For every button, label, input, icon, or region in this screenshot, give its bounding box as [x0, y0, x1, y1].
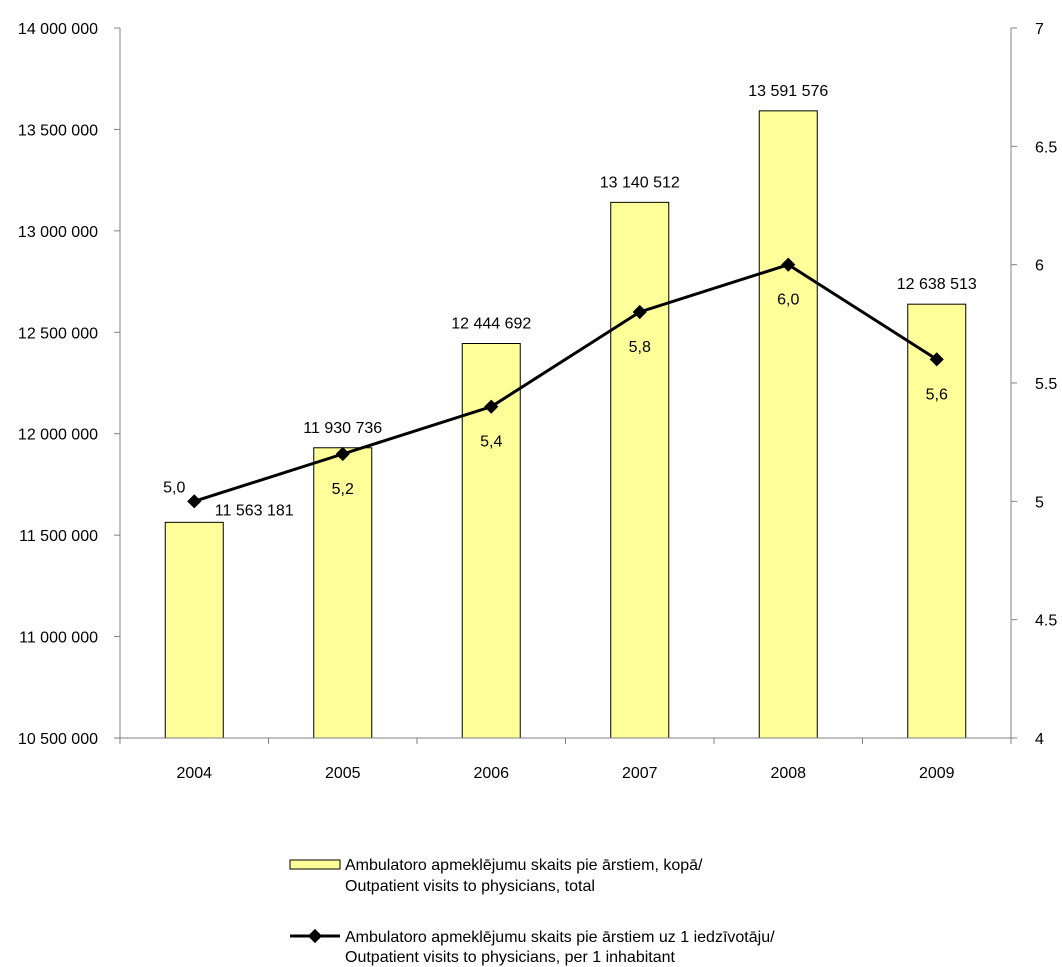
legend-label-line-line1: Ambulatoro apmeklējumu skaits pie ārstie… [345, 929, 775, 946]
bar-2009 [907, 303, 967, 739]
bar-value-label: 11 563 181 [215, 502, 294, 519]
legend-swatch-bar [289, 859, 341, 870]
y-right-tick-label: 4 [1035, 731, 1044, 748]
bar-value-label: 11 930 736 [303, 420, 382, 437]
y-left-tick-label: 13 000 000 [18, 224, 98, 241]
x-tick-label: 2007 [622, 765, 658, 782]
y-left-tick-label: 12 500 000 [18, 325, 98, 342]
legend-label-bar-line2: Outpatient visits to physicians, total [345, 878, 595, 895]
marker-2007 [632, 304, 647, 320]
y-right-tick-label: 7 [1035, 21, 1044, 38]
y-right-tick-label: 4.5 [1035, 613, 1057, 630]
bar-value-label: 13 140 512 [600, 174, 680, 191]
line-value-label: 6,0 [777, 292, 799, 309]
marker-2006 [484, 399, 499, 414]
y-left-tick-label: 13 500 000 [18, 122, 98, 139]
marker-2008 [781, 257, 796, 272]
x-tick-label: 2005 [325, 765, 361, 782]
marker-2009 [929, 352, 944, 367]
x-tick-label: 2009 [919, 765, 955, 782]
legend-swatch-marker [307, 928, 323, 944]
y-left-tick-label: 11 000 000 [19, 630, 98, 647]
y-right-tick-label: 5.5 [1035, 376, 1057, 393]
line-value-label: 5,0 [163, 479, 185, 496]
y-left-tick-label: 11 500 000 [19, 528, 98, 545]
bar-2008 [758, 110, 818, 739]
x-tick-label: 2006 [473, 765, 509, 782]
bar-series [164, 110, 967, 739]
line-value-label: 5,2 [332, 481, 354, 498]
bar-value-label: 12 638 513 [897, 276, 977, 293]
y-left-tick-label: 12 000 000 [18, 427, 98, 444]
series-line [193, 263, 938, 503]
line-series [187, 257, 944, 509]
y-right-tick-label: 6 [1035, 258, 1044, 275]
legend-label-bar-line1: Ambulatoro apmeklējumu skaits pie ārstie… [345, 857, 703, 874]
line-value-label: 5,8 [629, 339, 651, 356]
line-value-label: 5,4 [480, 434, 502, 451]
bar-2007 [610, 201, 670, 739]
y-left-tick-label: 10 500 000 [18, 731, 98, 748]
marker-2005 [335, 446, 350, 462]
y-right-tick-label: 6.5 [1035, 139, 1057, 156]
marker-2004 [187, 494, 202, 509]
legend-label-line-line2: Outpatient visits to physicians, per 1 i… [345, 949, 676, 966]
bar-2004 [164, 521, 224, 739]
legend: Ambulatoro apmeklējumu skaits pie ārstie… [289, 857, 775, 966]
bar-2005 [313, 447, 373, 739]
bar-value-label: 12 444 692 [451, 316, 531, 333]
bar-value-label: 13 591 576 [748, 83, 828, 100]
line-value-label: 5,6 [926, 386, 948, 403]
x-tick-label: 2008 [770, 765, 806, 782]
y-right-tick-label: 5 [1035, 494, 1044, 511]
y-left-tick-label: 14 000 000 [18, 21, 98, 38]
axes: 10 500 000 11 000 000 11 500 000 12 000 000… [18, 21, 1057, 782]
data-labels: 11 563 181 11 930 736 12 444 692 13 140 512… [163, 83, 977, 519]
x-tick-label: 2004 [176, 765, 212, 782]
